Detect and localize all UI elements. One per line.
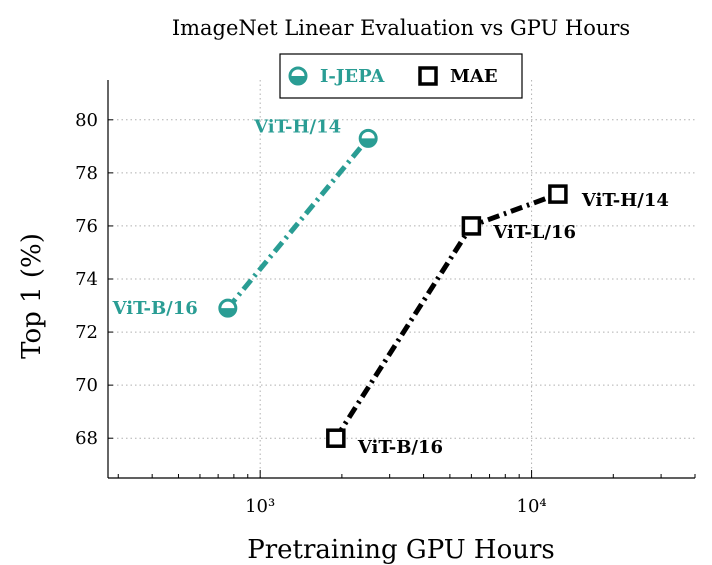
- marker-half: [360, 138, 377, 147]
- y-tick-label: 80: [75, 110, 98, 131]
- legend: I-JEPA MAE: [279, 53, 523, 99]
- series-line-i-jepa: [225, 136, 371, 310]
- grid: [108, 80, 695, 478]
- y-tick-label: 70: [75, 375, 98, 396]
- y-tick-label: 74: [75, 269, 98, 290]
- data-point-mae: [326, 428, 346, 448]
- marker-half: [290, 76, 306, 84]
- point-label-mae: ViT-L/16: [492, 222, 576, 243]
- axes: 68 70 72 74 76 78 80 10³ 10⁴: [75, 80, 696, 517]
- y-tick-label: 72: [75, 322, 98, 343]
- x-tick-label: 10³: [245, 496, 275, 517]
- data-point-i-jepa: [358, 128, 378, 148]
- x-tick-label: 10⁴: [517, 496, 547, 517]
- y-tick-label: 76: [75, 216, 98, 237]
- legend-label-mae: MAE: [450, 66, 498, 87]
- data-point-mae: [461, 216, 482, 236]
- legend-label-i-jepa: I-JEPA: [320, 66, 385, 87]
- point-label-i-jepa: ViT-B/16: [112, 298, 198, 319]
- legend-marker-mae: [418, 66, 438, 86]
- chart-title: ImageNet Linear Evaluation vs GPU Hours: [172, 16, 630, 40]
- point-label-mae: ViT-H/14: [581, 190, 669, 211]
- legend-marker-i-jepa: [288, 66, 308, 86]
- x-axis-label: Pretraining GPU Hours: [247, 535, 555, 565]
- y-tick-label: 68: [75, 428, 98, 449]
- y-axis-label: Top 1 (%): [17, 233, 47, 359]
- point-label-mae: ViT-B/16: [357, 437, 443, 458]
- y-tick-label: 78: [75, 163, 98, 184]
- point-label-i-jepa: ViT-H/14: [253, 116, 341, 137]
- data-point-mae: [548, 184, 568, 204]
- legend-box: [279, 53, 523, 99]
- marker-half: [219, 308, 236, 317]
- data-point-i-jepa: [218, 298, 238, 318]
